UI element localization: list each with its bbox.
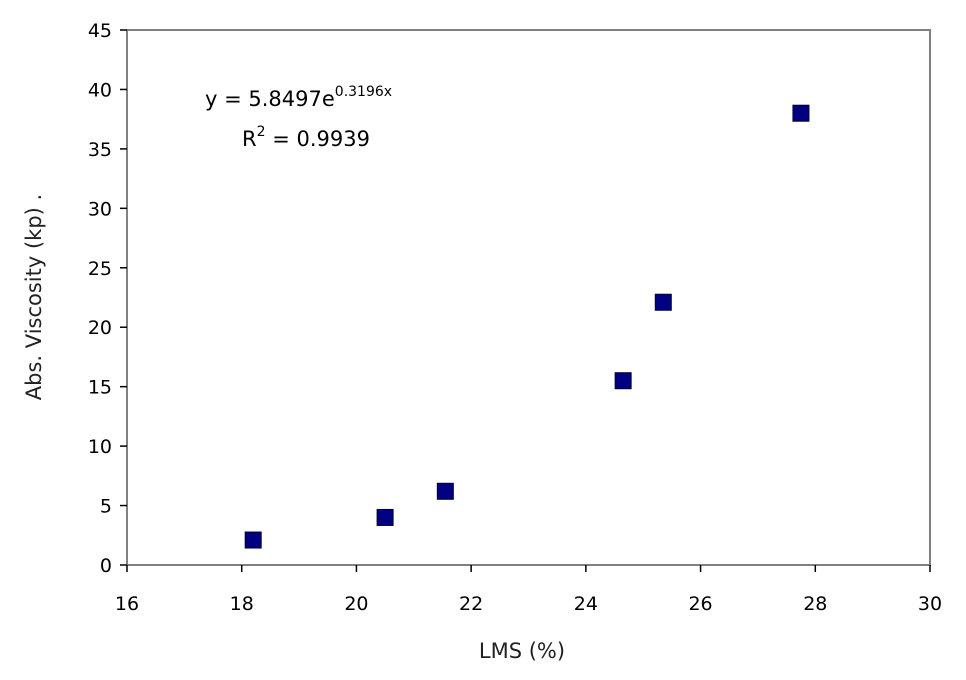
y-tick-label: 5: [100, 496, 112, 518]
r-squared-value: = 0.9939: [266, 127, 370, 151]
y-tick-label: 0: [100, 555, 112, 577]
x-tick-label: 28: [803, 593, 827, 615]
data-point: [244, 531, 262, 549]
equation-annotation: y = 5.8497e0.3196x: [205, 84, 392, 111]
x-axis-ticks: 16 18 20 22 24 26 28 30: [115, 565, 942, 615]
y-tick-label: 40: [88, 79, 112, 101]
x-tick-label: 22: [459, 593, 483, 615]
y-tick-label: 30: [88, 198, 112, 220]
equation-base: y = 5.8497e: [205, 87, 335, 111]
r-squared-base: R: [242, 127, 257, 151]
y-tick-label: 15: [88, 377, 112, 399]
y-axis-title: Abs. Viscosity (kp) .: [22, 194, 46, 400]
y-tick-label: 10: [88, 436, 112, 458]
data-points: [244, 104, 810, 549]
y-tick-label: 45: [88, 20, 112, 42]
x-tick-label: 30: [918, 593, 942, 615]
y-tick-label: 35: [88, 139, 112, 161]
x-tick-label: 16: [115, 593, 139, 615]
y-axis-ticks: 0 5 10 15 20 25 30 35 40 45: [88, 20, 127, 577]
data-point: [376, 508, 394, 526]
x-axis-title: LMS (%): [479, 639, 565, 663]
data-point: [614, 372, 632, 390]
r-squared-annotation: R2 = 0.9939: [242, 124, 370, 151]
x-tick-label: 26: [688, 593, 712, 615]
x-tick-label: 18: [230, 593, 254, 615]
r-squared-exponent: 2: [257, 124, 266, 140]
x-tick-label: 20: [344, 593, 368, 615]
y-tick-label: 25: [88, 258, 112, 280]
data-point: [654, 293, 672, 311]
y-tick-label: 20: [88, 317, 112, 339]
data-point: [436, 482, 454, 500]
equation-exponent: 0.3196x: [335, 84, 392, 100]
data-point: [792, 104, 810, 122]
x-tick-label: 24: [574, 593, 598, 615]
